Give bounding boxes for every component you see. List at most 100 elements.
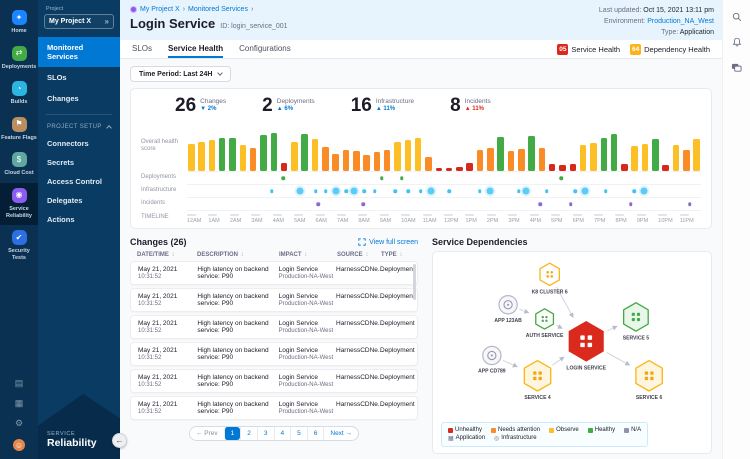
sidebar-item-secrets[interactable]: Secrets <box>47 158 75 167</box>
dep-node-service-4[interactable]: SERVICE 4 <box>523 359 552 402</box>
dep-node-service-5[interactable]: SERVICE 5 <box>623 302 650 342</box>
dep-node-app-cd789[interactable]: APP CD789 <box>478 345 506 375</box>
rail-item-builds[interactable]: ◔ Builds <box>0 76 38 112</box>
cell-source: HarnessCDNe... <box>336 293 384 300</box>
pagination-page-1[interactable]: 1 <box>223 427 241 440</box>
project-expand-icon[interactable]: » <box>104 17 109 26</box>
rail-item-label: Security Tests <box>8 248 30 261</box>
sort-icon[interactable]: ↕ <box>363 252 369 258</box>
help-icon[interactable]: ▤ <box>14 378 24 388</box>
avatar-icon[interactable]: ☺ <box>13 439 25 451</box>
legend-color-swatch <box>624 427 630 433</box>
dep-node-label: SERVICE 5 <box>623 335 650 341</box>
timeline-tick: 12AM <box>187 214 208 224</box>
incidents-dot <box>569 202 573 206</box>
sidebar-item-monitored-services[interactable]: Monitored Services <box>38 37 120 67</box>
tab-service-health[interactable]: Service Health <box>168 40 224 58</box>
cell-description: High latency on backend service: P90 <box>197 293 269 307</box>
home-icon: ✦ <box>11 10 27 25</box>
pagination-page-4[interactable]: 4 <box>273 427 291 440</box>
dep-node-app-123ab[interactable]: APP 123AB <box>494 295 522 324</box>
pagination-page-3[interactable]: 3 <box>256 427 274 440</box>
change-row[interactable]: May 21, 2021 10:31:52 High latency on back… <box>130 261 418 285</box>
notifications-icon[interactable] <box>732 37 742 47</box>
modules-icon[interactable]: ▦ <box>14 398 24 408</box>
change-row[interactable]: May 21, 2021 10:31:52 High latency on back… <box>130 369 418 393</box>
column-header-type[interactable]: TYPE ↕ <box>381 252 403 258</box>
collapse-sidebar-button[interactable]: ← <box>112 433 127 448</box>
breadcrumb-separator: › <box>182 6 186 13</box>
rail-item-security-tests[interactable]: ✔ Security Tests <box>0 225 38 267</box>
pagination-page-2[interactable]: 2 <box>240 427 257 440</box>
rail-item-home[interactable]: ✦ Home <box>0 5 38 41</box>
sidebar-item-connectors[interactable]: Connectors <box>47 139 89 148</box>
chat-icon[interactable] <box>731 62 742 73</box>
project-setup-header[interactable]: PROJECT SETUP <box>38 120 120 134</box>
health-score-bar <box>208 140 216 171</box>
tab-configurations[interactable]: Configurations <box>239 44 291 53</box>
view-full-screen-link[interactable]: View full screen <box>358 238 418 246</box>
sidebar-item-access-control[interactable]: Access Control <box>47 177 103 186</box>
settings-icon[interactable]: ⚙ <box>14 418 24 428</box>
change-row[interactable]: May 21, 2021 10:31:52 High latency on back… <box>130 342 418 366</box>
rail-item-service-reliability[interactable]: ◉ Service Reliability <box>0 182 38 226</box>
project-sidebar: Project My Project X » Monitored Service… <box>38 0 127 459</box>
rail-item-deployments[interactable]: ⇄ Deployments <box>0 41 38 77</box>
rail-item-label: Home <box>11 28 27 34</box>
timeline-tick: 5AM <box>294 214 315 224</box>
sort-icon[interactable]: ↕ <box>169 252 175 258</box>
search-icon[interactable] <box>732 12 742 22</box>
change-row[interactable]: May 21, 2021 10:31:52 High latency on back… <box>130 288 418 312</box>
dep-node-auth-service[interactable]: AUTH SERVICE <box>526 308 564 339</box>
sort-icon[interactable]: ↕ <box>302 252 308 258</box>
project-selector[interactable]: My Project X » <box>44 14 114 29</box>
metric-incidents: 8 Incidents ▲ 11% <box>450 96 491 115</box>
rail-item-cloud-cost[interactable]: $ Cloud Cost <box>0 147 38 183</box>
health-score-bar <box>507 151 515 171</box>
breadcrumb-project-link[interactable]: My Project X <box>140 6 180 13</box>
column-header-date-time[interactable]: DATE/TIME ↕ <box>137 252 175 258</box>
dependency-graph[interactable]: K8 CLUSTER 6 APP 123AB AUTH SERVICE SERVICE… <box>433 252 711 453</box>
change-row[interactable]: May 21, 2021 10:31:52 High latency on back… <box>130 315 418 339</box>
dep-node-service-6[interactable]: SERVICE 6 <box>635 359 663 402</box>
breadcrumb-monitored-services-link[interactable]: Monitored Services <box>188 6 248 13</box>
pagination-prev[interactable]: ← Prev <box>195 430 218 437</box>
pagination-next[interactable]: Next → <box>323 427 358 440</box>
deployments-row <box>187 171 701 184</box>
sidebar-item-delegates[interactable]: Delegates <box>47 196 83 205</box>
rail-item-feature-flags[interactable]: ⚑ Feature Flags <box>0 112 38 148</box>
tab-slos[interactable]: SLOs <box>132 44 153 53</box>
sidebar-item-actions[interactable]: Actions <box>47 215 75 224</box>
sort-icon[interactable]: ↕ <box>397 252 403 258</box>
table-scrollbar[interactable] <box>413 264 416 300</box>
pagination-pill: ← Prev 1 2 3 4 5 6 Next → <box>188 426 360 441</box>
legend-n-a: N/A <box>624 427 641 433</box>
column-header-impact[interactable]: IMPACT ↕ <box>279 252 308 258</box>
incidents-dot <box>316 202 320 206</box>
metric-delta: ▼ 2% <box>200 106 217 112</box>
sort-icon[interactable]: ↕ <box>239 252 244 258</box>
time-period-select[interactable]: Time Period: Last 24H <box>130 66 232 82</box>
cloud-cost-icon: $ <box>11 152 27 168</box>
pagination-page-6[interactable]: 6 <box>306 427 324 440</box>
change-row[interactable]: May 21, 2021 10:31:52 High latency on back… <box>130 396 418 420</box>
dep-node-label: SERVICE 6 <box>636 395 663 401</box>
environment-value-link[interactable]: Production_NA_West <box>647 17 714 25</box>
timeline-tick: 4PM <box>529 214 551 224</box>
infrastructure-dot <box>545 189 549 193</box>
dep-node-k8-cluster-6[interactable]: K8 CLUSTER 6 <box>532 262 568 296</box>
last-updated-label: Last updated: <box>598 7 642 14</box>
service-reliability-icon: ◉ <box>11 187 27 203</box>
column-header-description[interactable]: DESCRIPTION ↕ <box>197 252 244 258</box>
column-header-source[interactable]: SOURCE ↕ <box>337 252 369 258</box>
pagination-page-5[interactable]: 5 <box>290 427 307 440</box>
infrastructure-dot <box>372 189 377 193</box>
sidebar-item-slos[interactable]: SLOs <box>47 73 67 82</box>
sidebar-item-changes[interactable]: Changes <box>47 94 79 103</box>
incidents-dot <box>687 202 692 206</box>
project-label: Project <box>46 6 64 12</box>
health-score-bar <box>610 134 618 171</box>
infrastructure-dot <box>313 189 318 193</box>
dep-node-login-service[interactable]: LOGIN SERVICE <box>566 320 607 372</box>
infrastructure-dot <box>447 189 451 193</box>
